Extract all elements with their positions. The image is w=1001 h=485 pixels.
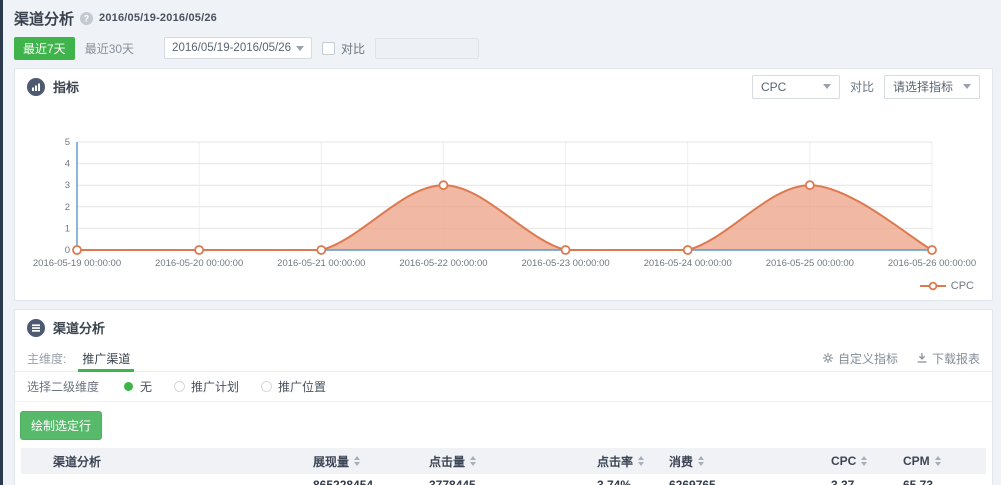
summary-cost: 6269765 <box>665 474 827 485</box>
svg-text:2016-05-20 00:00:00: 2016-05-20 00:00:00 <box>155 258 243 269</box>
download-report-button[interactable]: 下载报表 <box>916 350 980 367</box>
col-cpc[interactable]: CPC <box>827 448 899 474</box>
download-icon <box>917 353 927 363</box>
summary-cpm: 65.73 <box>899 474 986 485</box>
filter-bar: 最近7天 最近30天 2016/05/19-2016/05/26 对比 <box>14 36 993 60</box>
sort-icon[interactable] <box>354 456 361 466</box>
channel-panel: 渠道分析 主维度: 推广渠道 自定义指标 <box>14 309 993 485</box>
metric-select[interactable]: CPC <box>751 74 840 99</box>
metrics-compare-label: 对比 <box>849 80 874 94</box>
svg-text:2016-05-21 00:00:00: 2016-05-21 00:00:00 <box>277 258 365 269</box>
metrics-panel-header: 指标 CPC 对比 请选择指标 <box>15 69 992 104</box>
summary-ctr: 3.74% <box>593 474 665 485</box>
legend-marker-icon <box>919 281 946 291</box>
chevron-down-icon <box>296 45 305 51</box>
svg-text:2016-05-22 00:00:00: 2016-05-22 00:00:00 <box>399 258 487 269</box>
header-checkbox-cell <box>21 448 49 474</box>
compare-metric-select[interactable]: 请选择指标 <box>884 74 980 99</box>
compare-checkbox[interactable] <box>322 41 336 55</box>
legend-label: CPC <box>950 280 974 292</box>
customize-metrics-button[interactable]: 自定义指标 <box>822 350 898 367</box>
svg-text:3: 3 <box>65 180 70 191</box>
svg-text:1: 1 <box>65 223 70 234</box>
metric-select-value: CPC <box>760 79 787 94</box>
window-edge <box>0 0 3 485</box>
radio-promotion-plan-label: 推广计划 <box>191 380 240 394</box>
svg-text:5: 5 <box>65 137 70 148</box>
dimension-tabs: 主维度: 推广渠道 自定义指标 <box>15 345 992 372</box>
col-cpm[interactable]: CPM <box>899 448 986 474</box>
gear-icon <box>822 353 833 363</box>
chevron-down-icon <box>963 84 971 89</box>
sort-icon[interactable] <box>698 456 705 466</box>
chart-legend[interactable]: CPC <box>27 280 980 298</box>
summary-clicks: 3778445 <box>425 474 593 485</box>
chart-area: 0 1 2 3 4 5 2016-05-19 00:00:00 2016-05-20 00:0… <box>15 104 992 300</box>
download-report-label: 下载报表 <box>931 351 980 366</box>
svg-text:0: 0 <box>65 245 70 256</box>
main-content: 渠道分析 ? 2016/05/19-2016/05/26 最近7天 最近30天 … <box>14 0 993 485</box>
radio-promotion-position-label: 推广位置 <box>278 380 327 394</box>
sort-icon[interactable] <box>934 456 941 466</box>
svg-text:2016-05-25 00:00:00: 2016-05-25 00:00:00 <box>766 258 854 269</box>
col-cost[interactable]: 消费 <box>665 448 827 474</box>
radio-promotion-position[interactable]: 推广位置 <box>261 378 326 395</box>
bar-chart-icon <box>27 77 45 96</box>
svg-text:2016-05-23 00:00:00: 2016-05-23 00:00:00 <box>521 258 609 269</box>
secondary-dimension-label: 选择二级维度 <box>27 380 100 394</box>
table-header-row: 渠道分析 展现量 点击量 点击率 消费 CPC CPM <box>21 448 986 474</box>
svg-text:2016-05-19 00:00:00: 2016-05-19 00:00:00 <box>33 258 121 269</box>
radio-none[interactable]: 无 <box>123 378 152 395</box>
svg-text:?: ? <box>84 13 89 23</box>
summary-row: 865228454 3778445 3.74% 6269765 3.37 65.… <box>21 474 986 485</box>
compare-metric-value: 请选择指标 <box>893 80 954 94</box>
cpc-area-chart: 0 1 2 3 4 5 2016-05-19 00:00:00 2016-05-20 00:0… <box>33 137 976 269</box>
svg-text:2016-05-24 00:00:00: 2016-05-24 00:00:00 <box>644 258 732 269</box>
radio-icon <box>261 381 273 392</box>
last-30-days-button[interactable]: 最近30天 <box>84 41 135 56</box>
channel-table: 渠道分析 展现量 点击量 点击率 消费 CPC CPM 865228454 37… <box>21 448 986 485</box>
help-icon[interactable]: ? <box>80 11 94 25</box>
secondary-dimension-row: 选择二级维度 无 推广计划 推广位置 <box>15 372 992 402</box>
page-title: 渠道分析 <box>14 10 75 28</box>
sort-icon[interactable] <box>638 456 645 466</box>
compare-label: 对比 <box>341 41 366 56</box>
sort-icon[interactable] <box>470 456 477 466</box>
metrics-panel: 指标 CPC 对比 请选择指标 0 1 2 3 4 5 2016-05-19 00:00:0… <box>14 68 993 301</box>
chevron-down-icon <box>822 84 831 89</box>
draw-button-row: 绘制选定行 <box>15 402 992 448</box>
radio-icon <box>174 381 186 392</box>
compare-date-input <box>375 37 480 59</box>
col-channel: 渠道分析 <box>53 454 102 469</box>
summary-cpc: 3.37 <box>827 474 899 485</box>
metrics-panel-title: 指标 <box>53 80 80 95</box>
col-ctr[interactable]: 点击率 <box>593 448 665 474</box>
col-impressions[interactable]: 展现量 <box>309 448 425 474</box>
radio-promotion-plan[interactable]: 推广计划 <box>174 378 239 395</box>
channel-panel-title: 渠道分析 <box>53 321 106 336</box>
header-date-range: 2016/05/19-2016/05/26 <box>99 12 217 24</box>
customize-metrics-label: 自定义指标 <box>837 351 898 366</box>
col-clicks[interactable]: 点击量 <box>425 448 593 474</box>
summary-impressions: 865228454 <box>309 474 425 485</box>
date-range-select[interactable]: 2016/05/19-2016/05/26 <box>164 37 313 59</box>
table-tools: 自定义指标 下载报表 <box>822 350 980 367</box>
radio-none-label: 无 <box>140 380 153 394</box>
svg-text:2016-05-26 00:00:00: 2016-05-26 00:00:00 <box>888 258 976 269</box>
draw-selected-rows-button[interactable]: 绘制选定行 <box>20 411 103 440</box>
svg-text:2: 2 <box>65 202 70 213</box>
last-7-days-button[interactable]: 最近7天 <box>14 36 75 60</box>
sort-icon[interactable] <box>861 456 868 466</box>
radio-icon <box>124 382 134 391</box>
date-range-value: 2016/05/19-2016/05/26 <box>172 42 291 54</box>
primary-dimension-label: 主维度: <box>27 351 67 366</box>
svg-text:4: 4 <box>65 159 70 170</box>
channel-panel-header: 渠道分析 <box>15 310 992 345</box>
tab-promotion-channel[interactable]: 推广渠道 <box>78 345 135 372</box>
summary-name-cell <box>49 474 309 485</box>
page-header: 渠道分析 ? 2016/05/19-2016/05/26 <box>14 8 993 28</box>
list-icon <box>27 318 45 337</box>
